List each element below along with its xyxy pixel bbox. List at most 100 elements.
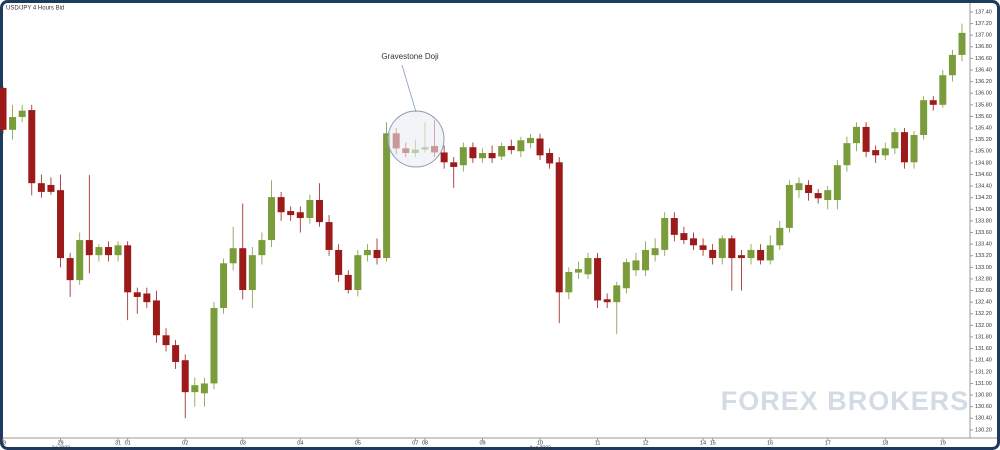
candle-body (507, 146, 515, 151)
candle-body (574, 269, 582, 273)
y-tick-label: 131.60 (975, 346, 992, 352)
x-tick-label: 04 (297, 440, 303, 446)
candle-body (920, 100, 928, 136)
y-tick-label: 134.00 (975, 207, 992, 213)
candle-body (824, 190, 832, 201)
candle-body (66, 258, 74, 281)
candle-body (661, 218, 669, 250)
candle-body (325, 222, 333, 250)
candle-body (594, 258, 602, 301)
candle-body (862, 126, 870, 152)
x-tick-label: 11 (595, 440, 601, 446)
y-tick-label: 136.80 (975, 44, 992, 50)
candle-body (95, 247, 103, 256)
candle-body (220, 263, 228, 308)
candle-body (191, 385, 199, 393)
annotation-pointer (401, 64, 417, 113)
candle-body (37, 183, 45, 192)
candle-body (469, 147, 477, 159)
candle-body (143, 293, 151, 303)
candle-body (622, 262, 630, 289)
x-sublabel: Aug 2022 (529, 445, 551, 450)
candle-body (239, 248, 247, 290)
y-tick-label: 134.60 (975, 172, 992, 178)
x-tick-label: 15 (710, 440, 716, 446)
candle-body (268, 197, 276, 241)
candle-body (526, 137, 534, 144)
x-tick-label: 02 (182, 440, 188, 446)
y-tick-label: 131.00 (975, 381, 992, 387)
candle-body (296, 212, 304, 219)
candle-body (670, 218, 678, 235)
candle-body (891, 132, 899, 149)
y-tick-label: 137.20 (975, 21, 992, 27)
x-tick-label: 03 (240, 440, 246, 446)
chart-title: USD/JPY 4 Hours Bid (6, 6, 64, 12)
y-tick-label: 133.00 (975, 265, 992, 271)
y-tick-label: 133.80 (975, 218, 992, 224)
candle-body (210, 307, 218, 384)
candle-body (737, 255, 745, 259)
candle-body (555, 162, 563, 293)
candle-body (776, 227, 784, 246)
candle-body (498, 146, 506, 157)
candle-body (28, 110, 36, 184)
candle-body (603, 299, 611, 303)
candle-body (805, 184, 813, 194)
candle-body (450, 162, 458, 167)
candle-body (642, 249, 650, 271)
y-tick-label: 135.60 (975, 114, 992, 120)
x-tick-label: 07 (412, 440, 418, 446)
candle-body (948, 54, 956, 76)
y-tick-label: 130.40 (975, 416, 992, 422)
candle-body (479, 153, 486, 159)
candle-body (114, 245, 122, 256)
x-tick-label: 16 (767, 440, 773, 446)
candle-body (910, 135, 918, 163)
y-tick-label: 131.40 (975, 358, 992, 364)
y-tick-label: 137.00 (975, 33, 992, 39)
candle-body (18, 110, 26, 118)
candle-body (124, 245, 132, 293)
y-tick-label: 135.40 (975, 126, 992, 132)
candle-body (584, 258, 592, 275)
y-tick-label: 136.60 (975, 56, 992, 62)
y-tick-label: 136.40 (975, 67, 992, 73)
candle-body (152, 300, 160, 336)
candle-body (709, 249, 717, 259)
candle-body (383, 133, 391, 259)
candle-body (287, 211, 295, 216)
y-tick-label: 135.00 (975, 149, 992, 155)
candle-body (680, 233, 688, 241)
candle-body (881, 148, 889, 156)
annotation-circle (387, 110, 445, 168)
x-tick-label: 29 (57, 440, 63, 446)
candle-body (958, 32, 966, 55)
candle-body (795, 183, 803, 191)
candle-body (47, 184, 55, 192)
y-tick-label: 132.60 (975, 288, 992, 294)
candle-body (565, 271, 573, 293)
x-tick-label: 17 (825, 440, 831, 446)
candle-body (9, 117, 17, 130)
candle-body (354, 255, 362, 290)
candle-body (133, 292, 141, 297)
candle-body (363, 249, 371, 256)
x-tick-label: 14 (700, 440, 706, 446)
y-tick-label: 136.20 (975, 79, 992, 85)
candle-body (536, 138, 544, 156)
y-tick-label: 134.20 (975, 195, 992, 201)
x-tick-label: 05 (355, 440, 361, 446)
candle-body (162, 335, 170, 346)
x-tick-label: 18 (882, 440, 888, 446)
candle-body (929, 100, 937, 105)
y-tick-label: 132.80 (975, 276, 992, 282)
y-tick-label: 130.60 (975, 404, 992, 410)
candle-body (104, 247, 112, 256)
candle-body (718, 238, 726, 259)
candle-body (785, 184, 793, 228)
candle-body (0, 88, 7, 130)
y-tick-label: 135.80 (975, 102, 992, 108)
candle-body (632, 260, 640, 271)
